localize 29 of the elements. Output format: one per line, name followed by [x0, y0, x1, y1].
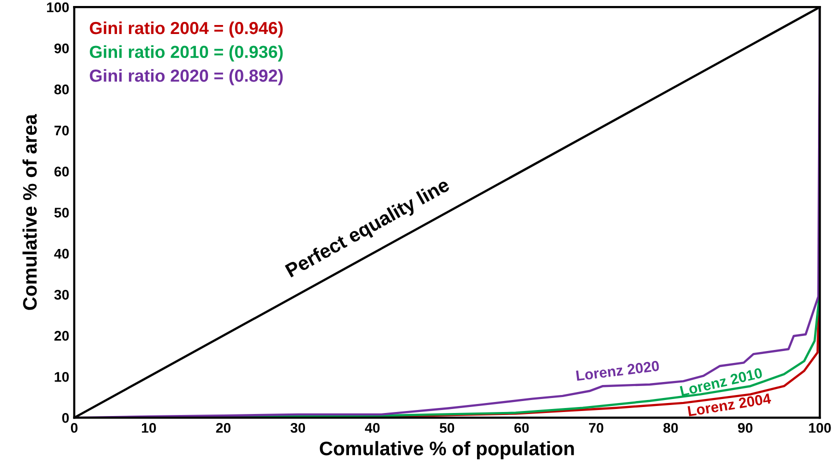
x-tick-label: 10 [142, 422, 156, 433]
x-tick-label: 60 [514, 422, 529, 433]
y-tick-label: 40 [54, 248, 69, 259]
x-tick-label: 90 [738, 422, 752, 433]
y-tick-label: 30 [54, 290, 69, 300]
y-tick-label: 60 [54, 166, 69, 177]
y-tick-label: 90 [54, 43, 69, 54]
x-tick-label: 50 [440, 422, 454, 433]
y-tick-label: 100 [47, 2, 69, 12]
annotation: Gini ratio 2020 = (0.892) [90, 69, 283, 86]
x-tick-label: 70 [589, 422, 604, 433]
x-tick-label: 30 [290, 422, 306, 433]
y-axis-title: Comulative % of area [22, 114, 37, 310]
text: Lorenz 2020 [576, 360, 660, 381]
y-tick-label: 0 [62, 413, 69, 423]
y-tick-label: 80 [54, 84, 69, 94]
x-tick-label: 40 [364, 422, 380, 433]
y-tick-label: 70 [54, 126, 69, 136]
annotation: Gini ratio 2010 = (0.936) [90, 45, 283, 62]
annotation: Gini ratio 2004 = (0.946) [90, 21, 283, 38]
x-tick-label: 0 [70, 422, 78, 433]
text: Lorenz 2010 [680, 368, 763, 396]
x-tick-label: 20 [216, 422, 230, 433]
x-axis-title: Comulative % of population [320, 441, 574, 460]
y-tick-label: 10 [54, 372, 69, 382]
y-tick-label: 50 [54, 208, 69, 218]
y-tick-label: 20 [54, 330, 69, 341]
x-tick-label: 80 [663, 422, 678, 433]
x-tick-label: 100 [809, 422, 831, 433]
